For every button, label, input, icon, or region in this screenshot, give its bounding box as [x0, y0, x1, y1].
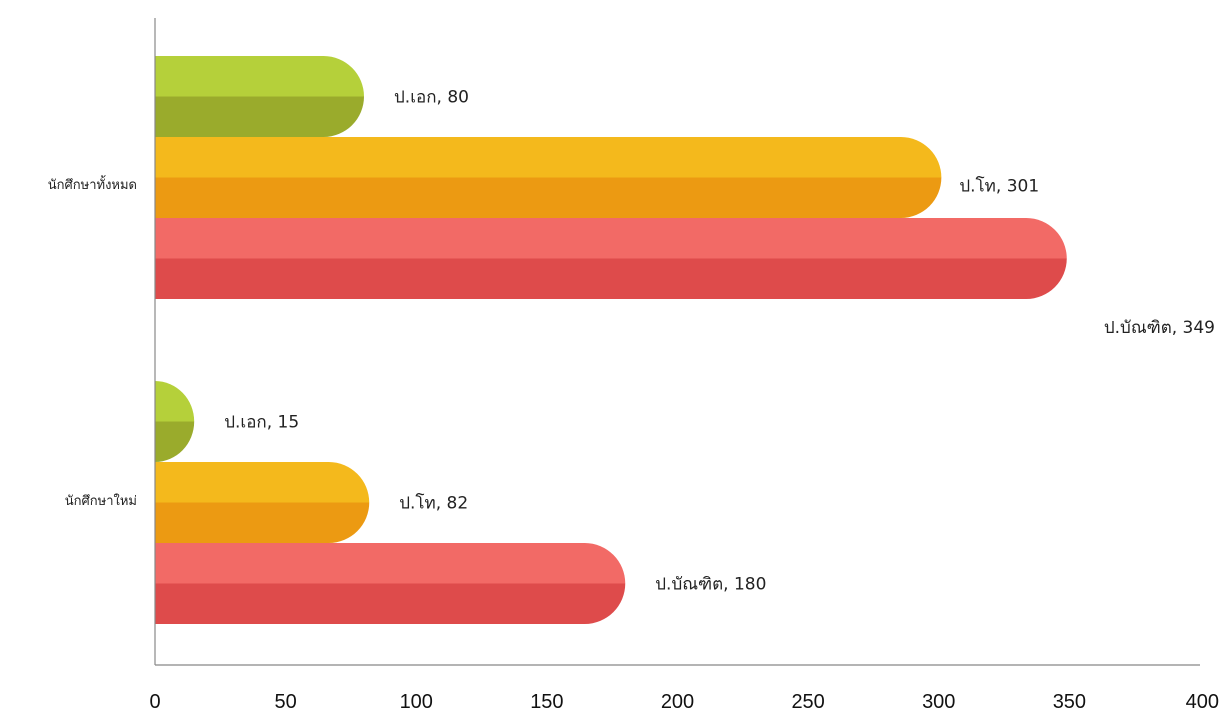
data-label-phd-new: ป.เอก, 15 — [224, 413, 299, 433]
bar-master-new — [155, 462, 370, 543]
x-tick-150: 150 — [530, 691, 563, 713]
bar-grad-diploma-all — [155, 218, 1067, 299]
bar-grad-diploma-new — [155, 543, 626, 624]
data-label-grad-diploma-all: ป.บัณฑิต, 349 — [1104, 318, 1215, 338]
bar-master-all — [155, 137, 942, 218]
x-tick-labels: 0 50 100 150 200 250 300 350 400 — [149, 691, 1219, 713]
x-tick-400: 400 — [1186, 691, 1219, 713]
x-tick-100: 100 — [400, 691, 433, 713]
bar-phd-new — [155, 381, 195, 462]
x-tick-250: 250 — [791, 691, 824, 713]
data-label-grad-diploma-new: ป.บัณฑิต, 180 — [655, 575, 766, 595]
x-tick-50: 50 — [275, 691, 297, 713]
data-label-phd-all: ป.เอก, 80 — [394, 88, 469, 108]
x-tick-200: 200 — [661, 691, 694, 713]
category-label-new-students: นักศึกษาใหม่ — [65, 493, 137, 509]
data-label-master-new: ป.โท, 82 — [399, 493, 468, 514]
x-tick-0: 0 — [149, 691, 160, 713]
x-tick-350: 350 — [1053, 691, 1086, 713]
bar-phd-all — [155, 56, 364, 137]
x-tick-300: 300 — [922, 691, 955, 713]
bar-labels: ป.เอก, 80 ป.โท, 301 ป.บัณฑิต, 349 ป.เอก, 15… — [224, 88, 1215, 595]
bars-layer — [155, 56, 1067, 624]
data-label-master-all: ป.โท, 301 — [959, 176, 1039, 197]
category-label-all-students: นักศึกษาทั้งหมด — [48, 175, 137, 193]
